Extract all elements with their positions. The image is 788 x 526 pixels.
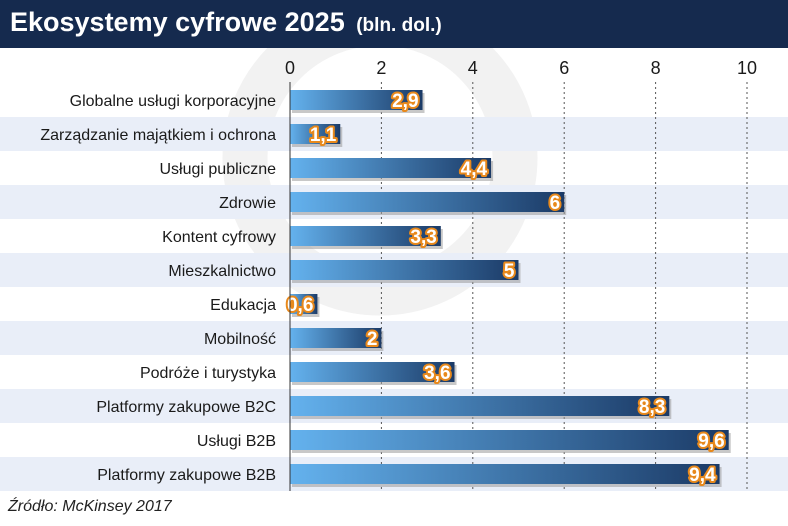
chart-unit: (bln. dol.) bbox=[356, 15, 442, 36]
chart-title-text: Ekosystemy cyfrowe 2025 bbox=[10, 7, 345, 37]
value-label: 8,3 bbox=[639, 397, 665, 418]
value-label: 0,6 bbox=[287, 295, 313, 316]
x-tick-label: 4 bbox=[468, 58, 478, 78]
value-label: 4,4 bbox=[461, 159, 488, 180]
category-label: Mobilność bbox=[204, 331, 276, 348]
value-label: 3,3 bbox=[410, 227, 436, 248]
x-tick-label: 8 bbox=[651, 58, 661, 78]
watermark-circle bbox=[222, 48, 538, 316]
x-tick-label: 0 bbox=[285, 58, 295, 78]
bar bbox=[290, 158, 492, 178]
value-label: 3,6 bbox=[424, 363, 450, 384]
x-tick-label: 10 bbox=[737, 58, 757, 78]
row-band bbox=[0, 321, 788, 355]
source-note: Źródło: McKinsey 2017 bbox=[8, 498, 172, 515]
category-label: Globalne usługi korporacyjne bbox=[70, 93, 276, 110]
value-label: 5 bbox=[504, 261, 515, 282]
bar bbox=[290, 260, 519, 280]
bar bbox=[290, 430, 729, 450]
bar bbox=[290, 328, 382, 348]
bar bbox=[290, 226, 441, 246]
category-label: Platformy zakupowe B2C bbox=[96, 399, 276, 416]
row-band bbox=[0, 117, 788, 151]
category-label: Edukacja bbox=[210, 297, 276, 314]
category-label: Zarządzanie majątkiem i ochrona bbox=[40, 127, 276, 144]
x-tick-label: 6 bbox=[559, 58, 569, 78]
bar bbox=[290, 396, 670, 416]
category-label: Platformy zakupowe B2B bbox=[97, 467, 276, 484]
bar bbox=[290, 192, 565, 212]
category-label: Mieszkalnictwo bbox=[168, 263, 276, 280]
value-label: 6 bbox=[550, 193, 561, 214]
category-label: Usługi B2B bbox=[197, 433, 276, 450]
bar bbox=[290, 362, 455, 382]
category-label: Podróże i turystyka bbox=[140, 365, 276, 382]
value-label: 2,9 bbox=[392, 91, 418, 112]
value-label: 9,4 bbox=[689, 465, 716, 486]
bar bbox=[290, 124, 341, 144]
bar bbox=[290, 90, 423, 110]
title-banner: Ekosystemy cyfrowe 2025 (bln. dol.) bbox=[0, 0, 788, 48]
value-label: 9,6 bbox=[698, 431, 724, 452]
value-label: 1,1 bbox=[310, 125, 337, 146]
x-tick-label: 2 bbox=[376, 58, 386, 78]
category-label: Zdrowie bbox=[219, 195, 276, 212]
category-label: Kontent cyfrowy bbox=[162, 229, 276, 246]
value-label: 2 bbox=[367, 329, 378, 350]
chart-title: Ekosystemy cyfrowe 2025 (bln. dol.) bbox=[10, 7, 442, 38]
bar bbox=[290, 464, 720, 484]
bar bbox=[290, 294, 318, 314]
category-label: Usługi publiczne bbox=[159, 161, 276, 178]
bar-chart: 0 2 4 6 8 10 Globalne usługi korporacyjne 2,9 Za… bbox=[0, 48, 788, 491]
